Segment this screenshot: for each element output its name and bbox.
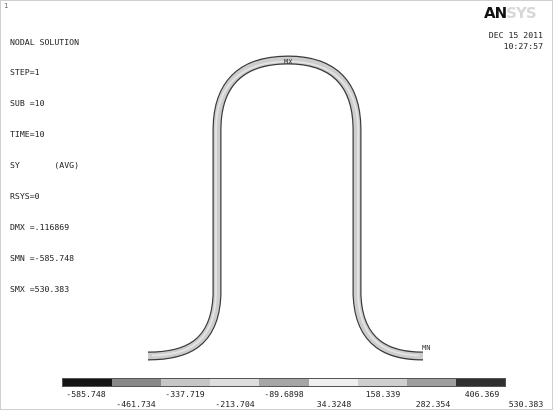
timestamp: DEC 15 2011 10:27:57: [489, 30, 543, 51]
legend-label-bottom: 282.354: [415, 399, 451, 409]
ansys-logo: ANSYS: [484, 4, 537, 22]
min-marker: MN: [422, 344, 430, 352]
bellows-fill: [147, 56, 424, 360]
legend-segment: [455, 379, 505, 386]
legend-segment: [63, 379, 113, 386]
legend-label-top: 158.339: [365, 389, 401, 399]
max-marker: MX: [284, 58, 293, 66]
legend-label-top: 406.369: [464, 389, 500, 399]
contour-legend-bar: [62, 378, 506, 387]
bellows-inner-band: [151, 60, 420, 357]
legend-label-top: -585.748: [66, 389, 106, 399]
date-label: DEC 15 2011: [488, 30, 543, 40]
legend-segment: [308, 379, 358, 386]
info-line-time: TIME=10: [10, 129, 45, 140]
info-title: NODAL SOLUTION: [10, 36, 80, 47]
legend-segment: [259, 379, 309, 386]
info-line-item: SY (AVG): [10, 160, 80, 171]
legend-segment: [112, 379, 162, 386]
legend-label-bottom: -461.734: [116, 399, 156, 409]
time-label: 10:27:57: [503, 40, 543, 51]
contour-legend-labels: -585.748 -337.719 -89.6898 158.339 406.3…: [0, 389, 555, 411]
solution-info: NODAL SOLUTION STEP=1 SUB =10 TIME=10 SY…: [10, 16, 79, 304]
info-line-step: STEP=1: [10, 67, 40, 78]
legend-label-bottom: 34.3248: [316, 399, 352, 409]
legend-label-top: -337.719: [165, 389, 205, 399]
bellows-outline: [147, 55, 424, 361]
legend-segment: [161, 379, 211, 386]
info-line-smx: SMX =530.383: [10, 283, 70, 294]
legend-label-bottom: -213.704: [215, 399, 255, 409]
legend-label-bottom: 530.383: [508, 399, 544, 409]
info-line-sub: SUB =10: [10, 98, 45, 109]
info-line-rsys: RSYS=0: [10, 191, 40, 202]
info-line-smn: SMN =-585.748: [10, 252, 75, 263]
logo-dark-text: AN: [484, 4, 507, 22]
info-line-dmx: DMX =.116869: [10, 221, 70, 232]
logo-light-text: SYS: [506, 4, 536, 22]
legend-segment: [406, 379, 456, 386]
legend-segment: [210, 379, 260, 386]
legend-label-top: -89.6898: [264, 389, 304, 399]
legend-segment: [357, 379, 407, 386]
window-number: 1: [4, 2, 9, 10]
